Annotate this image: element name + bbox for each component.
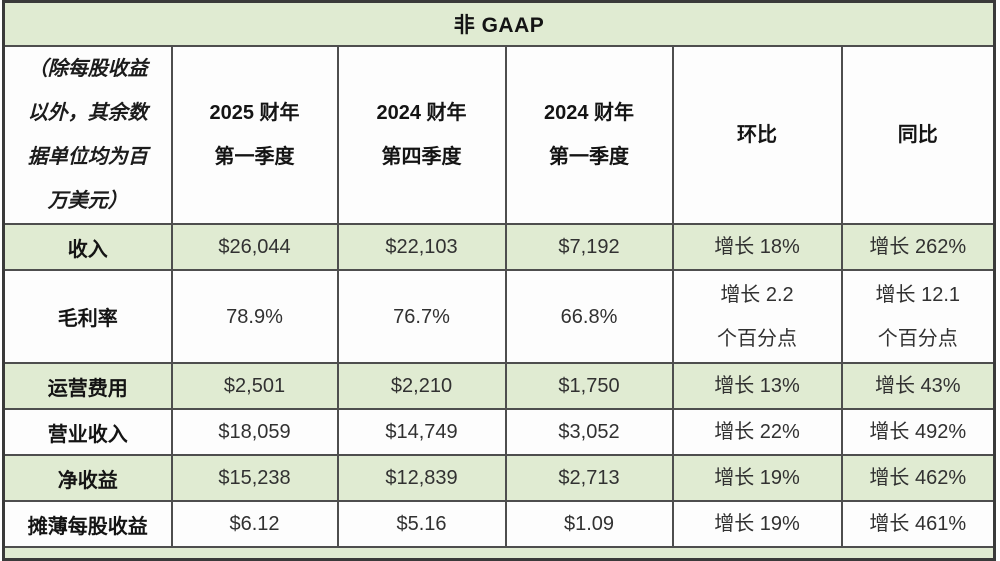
cell-value: 增长 19% (671, 454, 843, 502)
row-label-gross-margin: 毛利率 (2, 269, 173, 364)
cell-value: $6.12 (170, 500, 339, 548)
cell-value: 增长 43% (840, 362, 996, 410)
row-net-income: 净收益 $15,238 $12,839 $2,713 增长 19% 增长 462… (2, 454, 996, 502)
cell-value: $3,052 (504, 408, 674, 456)
table-header-row: （除每股收益 以外，其余数 据单位均为百 万美元） 2025 财年 第一季度 2… (2, 45, 996, 225)
col-header-fy2024-q4: 2024 财年 第四季度 (336, 45, 507, 225)
cell-value: 增长 2.2 个百分点 (671, 269, 843, 364)
cell-value: 增长 12.1 个百分点 (840, 269, 996, 364)
row-operating-expenses: 运营费用 $2,501 $2,210 $1,750 增长 13% 增长 43% (2, 362, 996, 410)
cell-value: 增长 19% (671, 500, 843, 548)
cell-value: 增长 13% (671, 362, 843, 410)
row-operating-income: 营业收入 $18,059 $14,749 $3,052 增长 22% 增长 49… (2, 408, 996, 456)
row-label-revenue: 收入 (2, 223, 173, 271)
cell-value: 78.9% (170, 269, 339, 364)
cell-value: $2,713 (504, 454, 674, 502)
row-label-operating-income: 营业收入 (2, 408, 173, 456)
row-label-net-income: 净收益 (2, 454, 173, 502)
cell-value: $26,044 (170, 223, 339, 271)
cell-value: 增长 18% (671, 223, 843, 271)
table-title: 非 GAAP (2, 0, 996, 47)
cutoff-partial-cell (2, 546, 996, 560)
cell-value: $14,749 (336, 408, 507, 456)
cell-value: $22,103 (336, 223, 507, 271)
cell-value: 增长 262% (840, 223, 996, 271)
row-label-operating-expenses: 运营费用 (2, 362, 173, 410)
table-title-row: 非 GAAP (2, 0, 996, 47)
cell-value: $2,501 (170, 362, 339, 410)
cutoff-partial-row (2, 546, 996, 560)
col-header-yoy: 同比 (840, 45, 996, 225)
col-header-qoq: 环比 (671, 45, 843, 225)
cell-value: $1,750 (504, 362, 674, 410)
cell-value: 76.7% (336, 269, 507, 364)
cell-value: 增长 22% (671, 408, 843, 456)
unit-note: （除每股收益 以外，其余数 据单位均为百 万美元） (2, 45, 173, 225)
cell-value: $7,192 (504, 223, 674, 271)
cell-value: $5.16 (336, 500, 507, 548)
cell-value: $1.09 (504, 500, 674, 548)
cell-value: 66.8% (504, 269, 674, 364)
row-gross-margin: 毛利率 78.9% 76.7% 66.8% 增长 2.2 个百分点 增长 12.… (2, 269, 996, 364)
cell-value: $18,059 (170, 408, 339, 456)
col-header-fy2025-q1: 2025 财年 第一季度 (170, 45, 339, 225)
cell-value: $15,238 (170, 454, 339, 502)
cell-value: $2,210 (336, 362, 507, 410)
col-header-fy2024-q1: 2024 财年 第一季度 (504, 45, 674, 225)
row-label-diluted-eps: 摊薄每股收益 (2, 500, 173, 548)
row-diluted-eps: 摊薄每股收益 $6.12 $5.16 $1.09 增长 19% 增长 461% (2, 500, 996, 548)
cell-value: 增长 461% (840, 500, 996, 548)
cell-value: $12,839 (336, 454, 507, 502)
cell-value: 增长 462% (840, 454, 996, 502)
row-revenue: 收入 $26,044 $22,103 $7,192 增长 18% 增长 262% (2, 223, 996, 271)
cell-value: 增长 492% (840, 408, 996, 456)
